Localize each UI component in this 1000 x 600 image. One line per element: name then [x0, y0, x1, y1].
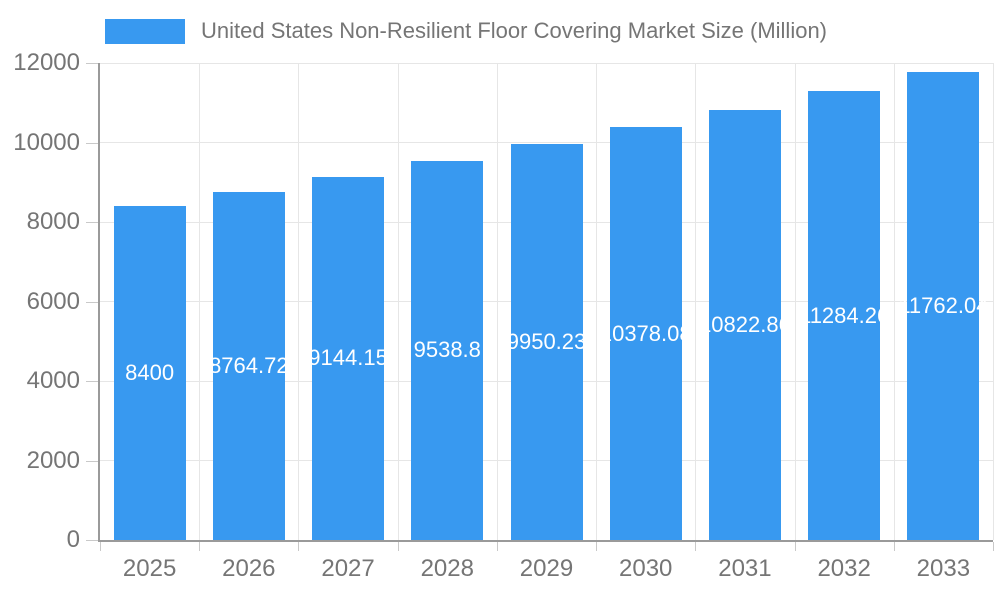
gridline-vertical — [595, 63, 597, 540]
gridline-horizontal — [100, 142, 993, 143]
gridline-vertical — [694, 63, 696, 540]
x-tick-mark — [695, 542, 696, 551]
gridline-vertical — [297, 63, 299, 540]
bar-value-label: 11762.04 — [898, 293, 989, 319]
y-axis-line — [98, 63, 100, 542]
bar-2032[interactable]: 11284.26 — [799, 91, 889, 540]
bar-value-label: 10378.08 — [599, 320, 692, 346]
x-tick-label: 2031 — [718, 555, 772, 582]
x-tick-label: 2029 — [519, 555, 574, 582]
gridline-vertical — [992, 63, 994, 540]
gridline-vertical — [198, 63, 200, 540]
gridline-vertical — [397, 63, 399, 540]
x-tick-label: 2028 — [420, 555, 474, 582]
y-tick-mark — [86, 222, 99, 223]
y-tick-mark — [86, 301, 99, 303]
x-tick-label: 2033 — [916, 555, 971, 582]
bar-value-label: 9144.15 — [308, 345, 388, 371]
y-tick-label: 2000 — [26, 446, 80, 474]
x-tick-mark — [100, 542, 101, 551]
bar-2026[interactable]: 8764.72 — [209, 191, 289, 540]
y-tick-label: 12000 — [13, 49, 80, 76]
gridline-vertical — [496, 63, 498, 540]
x-tick-label: 2032 — [817, 555, 871, 582]
y-tick-mark — [86, 142, 99, 144]
bar-value-label: 10822.86 — [699, 311, 791, 337]
x-axis-line — [98, 540, 993, 542]
x-tick-label: 2027 — [321, 555, 375, 582]
y-tick-label: 4000 — [26, 367, 80, 394]
legend-label: United States Non-Resilient Floor Coveri… — [201, 18, 828, 43]
bar-2033[interactable]: 11762.04 — [898, 72, 988, 540]
y-tick-label: 0 — [66, 526, 80, 553]
y-tick-label: 6000 — [26, 287, 80, 315]
y-tick-mark — [86, 540, 99, 541]
gridline-horizontal — [100, 62, 993, 64]
x-tick-mark — [596, 542, 597, 551]
bar-2027[interactable]: 9144.15 — [308, 176, 388, 540]
bar-value-label: 9950.23 — [506, 329, 587, 355]
bar-value-label: 11284.26 — [799, 302, 890, 328]
x-tick-mark — [398, 542, 399, 551]
bar-2030[interactable]: 10378.08 — [600, 127, 692, 540]
bar-2025[interactable]: 8400 — [113, 206, 186, 540]
gridline-vertical — [893, 63, 895, 540]
bar-2029[interactable]: 9950.23 — [507, 144, 586, 540]
bar-2028[interactable]: 9538.8 — [411, 160, 484, 540]
bar-value-label: 8764.72 — [209, 352, 289, 378]
x-tick-mark — [497, 542, 498, 551]
legend[interactable]: United States Non-Resilient Floor Coveri… — [105, 16, 827, 46]
x-tick-mark — [298, 542, 299, 551]
legend-swatch — [105, 18, 185, 44]
x-tick-mark — [993, 542, 994, 551]
x-tick-label: 2030 — [619, 555, 673, 582]
y-tick-mark — [86, 381, 99, 382]
bar-value-label: 9538.8 — [413, 337, 481, 363]
bar-value-label: 8400 — [125, 360, 175, 386]
plot-area: 8400 8764.72 9144.15 9538.8 9950.23 10378.08 1… — [100, 62, 994, 540]
y-tick-mark — [86, 460, 99, 462]
x-tick-label: 2025 — [122, 555, 177, 582]
y-tick-mark — [86, 63, 99, 64]
bar-2031[interactable]: 10822.86 — [699, 109, 791, 540]
gridline-vertical — [794, 63, 796, 540]
x-tick-label: 2026 — [222, 555, 276, 582]
x-tick-mark — [894, 542, 895, 551]
x-tick-mark — [199, 542, 200, 551]
y-tick-label: 10000 — [13, 128, 80, 156]
x-tick-mark — [795, 542, 796, 551]
y-tick-label: 8000 — [26, 208, 80, 235]
